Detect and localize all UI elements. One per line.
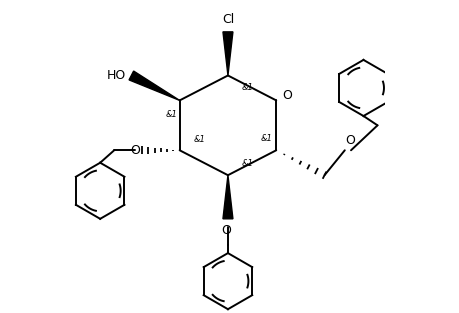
Polygon shape xyxy=(129,71,179,100)
Text: O: O xyxy=(130,144,140,157)
Polygon shape xyxy=(223,175,233,219)
Text: &1: &1 xyxy=(261,134,273,143)
Polygon shape xyxy=(223,32,233,75)
Text: O: O xyxy=(346,134,356,147)
Text: &1: &1 xyxy=(242,159,254,168)
Text: &1: &1 xyxy=(194,135,206,144)
Text: &1: &1 xyxy=(166,110,178,119)
Text: HO: HO xyxy=(106,69,126,82)
Text: Cl: Cl xyxy=(222,13,234,26)
Text: &1: &1 xyxy=(242,84,254,92)
Text: O: O xyxy=(221,224,231,238)
Text: O: O xyxy=(282,89,292,102)
